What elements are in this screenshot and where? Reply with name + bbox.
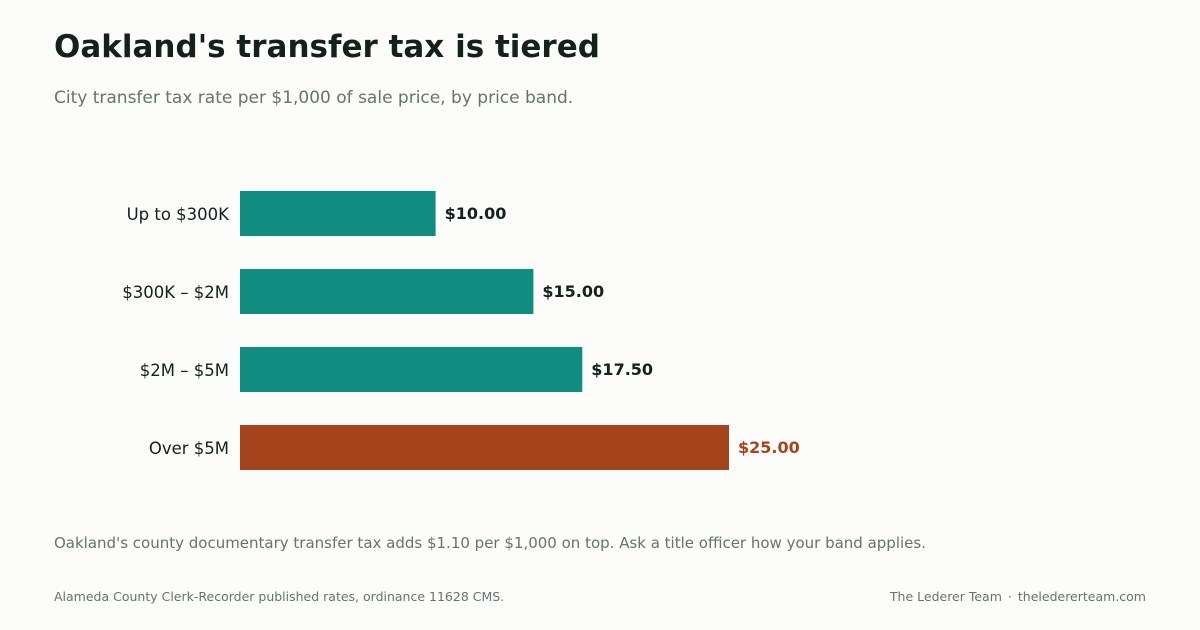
bar-1 xyxy=(240,269,534,314)
footnote: Oakland's county documentary transfer ta… xyxy=(54,534,926,552)
value-label-2: $17.50 xyxy=(591,360,653,379)
bar-3 xyxy=(240,425,729,470)
category-label-1: $300K – $2M xyxy=(122,283,229,302)
category-label-2: $2M – $5M xyxy=(140,361,229,380)
page-subtitle: City transfer tax rate per $1,000 of sal… xyxy=(54,88,574,108)
value-label-0: $10.00 xyxy=(445,204,507,223)
value-label-3: $25.00 xyxy=(738,438,800,457)
bar-2 xyxy=(240,347,583,392)
credit-separator: · xyxy=(1007,589,1012,604)
value-label-1: $15.00 xyxy=(542,282,604,301)
page-title: Oakland's transfer tax is tiered xyxy=(54,29,600,65)
bar-chart: Up to $300K $10.00 $300K – $2M $15.00 $2M – … xyxy=(122,191,800,470)
author-site: theledererteam.com xyxy=(1017,589,1146,604)
category-label-3: Over $5M xyxy=(149,439,229,458)
bar-0 xyxy=(240,191,436,236)
source-credit: Alameda County Clerk-Recorder published … xyxy=(54,589,505,604)
category-label-0: Up to $300K xyxy=(127,205,231,224)
author-name: The Lederer Team xyxy=(889,589,1002,604)
author-credit: The Lederer Team · theledererteam.com xyxy=(890,589,1146,604)
